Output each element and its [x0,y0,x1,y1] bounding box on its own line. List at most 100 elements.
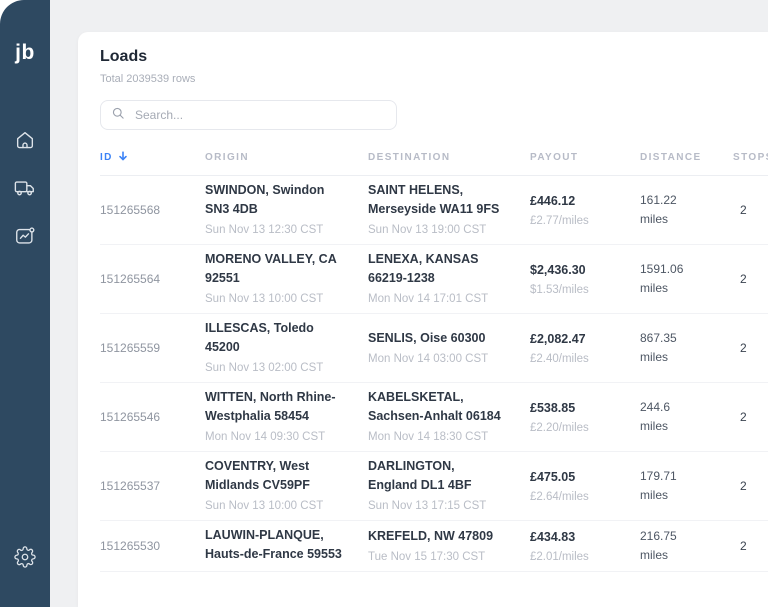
payout-rate: £2.40/miles [530,352,589,365]
load-id: 151265564 [100,272,161,286]
stops-value: 2 [740,203,747,217]
payout-amount: £446.12 [530,193,576,208]
column-header-destination[interactable]: DESTINATION [368,152,451,163]
destination-location: DARLINGTON, England DL1 4BF [368,459,472,492]
distance-value: 216.75 miles [640,529,677,562]
load-id: 151265530 [100,539,161,553]
origin-cell: WITTEN, North Rhine-Westphalia 58454 Mon… [205,388,368,446]
load-id: 151265568 [100,203,161,217]
origin-time: Sun Nov 13 12:30 CST [205,224,324,236]
search-input[interactable] [133,107,386,123]
payout-amount: £2,082.47 [530,331,586,346]
destination-location: LENEXA, KANSAS 66219-1238 [368,252,479,285]
destination-location: KREFELD, NW 47809 [368,528,494,543]
home-icon [14,129,36,156]
table-row[interactable]: 151265564 MORENO VALLEY, CA 92551 Sun No… [100,245,768,314]
origin-cell: LAUWIN-PLANQUE, Hauts-de-France 59553 [205,526,368,566]
truck-icon [14,177,36,204]
sidebar-nav [13,130,37,250]
origin-time: Sun Nov 13 10:00 CST [205,500,324,512]
origin-location: LAUWIN-PLANQUE, Hauts-de-France 59553 [205,528,342,561]
table-body: 151265568 SWINDON, Swindon SN3 4DB Sun N… [100,176,768,572]
payout-amount: $2,436.30 [530,262,586,277]
destination-location: SENLIS, Oise 60300 [368,330,486,345]
payout-rate: £2.20/miles [530,421,589,434]
row-count: Total 2039539 rows [100,73,196,85]
sidebar-item-home[interactable] [13,130,37,154]
origin-time: Sun Nov 13 02:00 CST [205,362,324,374]
load-id: 151265546 [100,410,161,424]
sidebar-item-loads[interactable] [13,178,37,202]
search-box[interactable] [100,100,397,130]
destination-time: Mon Nov 14 18:30 CST [368,431,489,443]
table-row[interactable]: 151265537 COVENTRY, West Midlands CV59PF… [100,452,768,521]
distance-value: 1591.06 miles [640,262,684,295]
destination-cell: SENLIS, Oise 60300 Mon Nov 14 03:00 CST [368,329,530,368]
origin-cell: SWINDON, Swindon SN3 4DB Sun Nov 13 12:3… [205,181,368,239]
distance-value: 244.6 miles [640,400,671,433]
origin-location: WITTEN, North Rhine-Westphalia 58454 [205,390,336,423]
column-header-payout[interactable]: PAYOUT [530,152,579,163]
app-logo[interactable]: jb [15,41,35,64]
search-icon [111,106,125,125]
origin-location: ILLESCAS, Toledo 45200 [205,321,314,354]
origin-location: SWINDON, Swindon SN3 4DB [205,183,325,216]
table-row[interactable]: 151265559 ILLESCAS, Toledo 45200 Sun Nov… [100,314,768,383]
origin-location: COVENTRY, West Midlands CV59PF [205,459,310,492]
page-title: Loads [100,48,148,65]
column-header-distance[interactable]: DISTANCE [640,152,702,163]
destination-time: Tue Nov 15 17:30 CST [368,550,486,563]
destination-cell: DARLINGTON, England DL1 4BF Sun Nov 13 1… [368,457,530,515]
payout-cell: £446.12 £2.77/miles [530,192,640,229]
chart-icon [14,225,36,252]
payout-rate: £2.01/miles [530,550,589,563]
destination-time: Sun Nov 13 17:15 CST [368,500,487,512]
origin-cell: COVENTRY, West Midlands CV59PF Sun Nov 1… [205,457,368,515]
table-row[interactable]: 151265568 SWINDON, Swindon SN3 4DB Sun N… [100,176,768,245]
load-id: 151265537 [100,479,161,493]
table-row[interactable]: 151265546 WITTEN, North Rhine-Westphalia… [100,383,768,452]
payout-cell: $2,436.30 $1.53/miles [530,261,640,298]
distance-value: 867.35 miles [640,331,677,364]
origin-cell: MORENO VALLEY, CA 92551 Sun Nov 13 10:00… [205,250,368,308]
payout-cell: £538.85 £2.20/miles [530,399,640,436]
destination-time: Mon Nov 14 03:00 CST [368,352,489,365]
destination-time: Mon Nov 14 17:01 CST [368,293,489,305]
distance-value: 179.71 miles [640,469,677,502]
origin-location: MORENO VALLEY, CA 92551 [205,252,337,285]
payout-amount: £434.83 [530,529,576,544]
origin-cell: ILLESCAS, Toledo 45200 Sun Nov 13 02:00 … [205,319,368,377]
column-header-origin[interactable]: ORIGIN [205,152,249,163]
payout-cell: £2,082.47 £2.40/miles [530,330,640,367]
sidebar: jb [0,0,50,607]
column-header-id-label: ID [100,152,113,163]
column-header-id[interactable]: ID [100,151,205,164]
stops-value: 2 [740,539,747,553]
destination-cell: KABELSKETAL, Sachsen-Anhalt 06184 Mon No… [368,388,530,446]
table-row[interactable]: 151265530 LAUWIN-PLANQUE, Hauts-de-Franc… [100,521,768,572]
origin-time: Mon Nov 14 09:30 CST [205,431,326,443]
payout-rate: £2.64/miles [530,490,589,503]
sort-desc-icon [118,151,128,164]
destination-location: SAINT HELENS, Merseyside WA11 9FS [368,183,500,216]
payout-rate: £2.77/miles [530,214,589,227]
destination-cell: LENEXA, KANSAS 66219-1238 Mon Nov 14 17:… [368,250,530,308]
destination-cell: SAINT HELENS, Merseyside WA11 9FS Sun No… [368,181,530,239]
stops-value: 2 [740,410,747,424]
payout-cell: £475.05 £2.64/miles [530,468,640,505]
payout-cell: £434.83 £2.01/miles [530,528,640,565]
payout-rate: $1.53/miles [530,283,589,296]
gear-icon [14,545,36,573]
sidebar-item-settings[interactable] [13,545,37,573]
payout-amount: £475.05 [530,469,576,484]
origin-time: Sun Nov 13 10:00 CST [205,293,324,305]
distance-value: 161.22 miles [640,193,677,226]
stops-value: 2 [740,272,747,286]
column-header-stops[interactable]: STOPS [733,152,768,163]
payout-amount: £538.85 [530,400,576,415]
sidebar-item-analytics[interactable] [13,226,37,250]
stops-value: 2 [740,341,747,355]
destination-location: KABELSKETAL, Sachsen-Anhalt 06184 [368,390,501,423]
load-id: 151265559 [100,341,161,355]
